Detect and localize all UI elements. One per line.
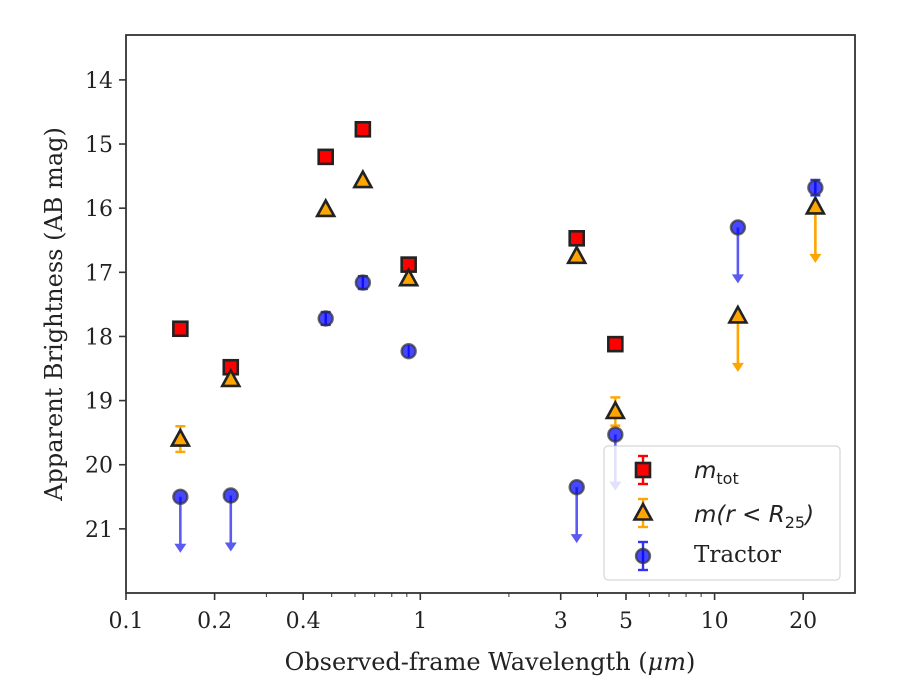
tractor-marker-4: [400, 343, 417, 360]
tractor-marker-7: [729, 219, 747, 236]
tractor-marker-0: [172, 488, 189, 505]
m_r25-marker-6: [604, 399, 627, 420]
m_r25-marker-0: [169, 427, 192, 447]
m_tot-point-3: [354, 120, 372, 138]
m_r25-point-7: [727, 304, 749, 372]
y-tick-label-3: 17: [85, 261, 113, 286]
x-tick-label-3: 1: [413, 609, 427, 634]
x-tick-label-0: 0.1: [109, 609, 144, 634]
x-tick-label-5: 5: [619, 609, 633, 634]
tractor-point-1: [222, 487, 239, 552]
tractor-upper-limit-arrow-0: [174, 496, 187, 553]
y-tick-label-1: 15: [85, 133, 113, 158]
tractor-upper-limit-arrow-5: [570, 487, 583, 544]
y-tick-label-7: 21: [85, 518, 113, 543]
plot-frame: [125, 34, 856, 594]
legend-handle-marker-m_r25: [632, 501, 654, 521]
y-tick-label-2: 16: [85, 197, 113, 222]
tractor-marker-1: [222, 487, 239, 504]
tractor-marker-8: [807, 179, 824, 196]
m_r25-point-1: [220, 367, 242, 388]
m_r25-point-5: [566, 244, 588, 265]
m_r25-marker-2: [314, 197, 337, 218]
axis-ticks: 0.1 0.2 0.4 1 3 5 10 20 14 15 16 17 18 19 20 21: [85, 69, 817, 634]
m_tot-point-6: [607, 335, 624, 353]
m_tot-marker-5: [568, 230, 586, 247]
legend: mtot m(r < R25) Tractor: [603, 445, 841, 581]
series-m_tot: [172, 120, 624, 376]
m_r25-marker-5: [566, 244, 588, 265]
m_r25-marker-8: [804, 195, 827, 215]
m_r25-point-6: [604, 396, 627, 427]
legend-box: [603, 445, 841, 581]
x-tick-label-1: 0.2: [197, 609, 232, 634]
tractor-marker-3: [354, 274, 372, 291]
y-tick-label-6: 20: [85, 454, 113, 479]
tractor-marker-5: [568, 478, 585, 496]
x-tick-label-6: 10: [701, 609, 729, 634]
tractor-upper-limit-arrow-7: [731, 227, 744, 284]
legend-handle-tractor: [634, 540, 652, 572]
m_tot-marker-6: [607, 335, 624, 353]
tractor-point-7: [729, 219, 747, 284]
tractor-point-4: [400, 343, 417, 360]
m_r25-upper-limit-arrow-8: [809, 206, 822, 263]
m_r25-point-2: [314, 197, 337, 218]
tractor-marker-6: [607, 426, 624, 443]
legend-label-m-r25: m(r < R25): [694, 502, 814, 532]
m_r25-marker-4: [397, 267, 420, 287]
x-axis-label-unit: μm: [648, 648, 686, 676]
m_tot-marker-0: [172, 320, 189, 338]
m_tot-point-2: [317, 148, 334, 166]
m_r25-point-3: [352, 168, 374, 189]
tractor-point-2: [317, 310, 334, 327]
legend-handle-marker-tractor: [634, 547, 652, 565]
m_tot-marker-2: [317, 148, 334, 166]
x-tick-label-4: 3: [554, 609, 568, 634]
m_tot-marker-3: [354, 120, 372, 138]
tractor-upper-limit-arrow-1: [224, 495, 237, 552]
legend-handles: [632, 454, 654, 572]
x-tick-label-7: 20: [789, 609, 817, 634]
tractor-point-8: [807, 178, 824, 197]
m_r25-marker-1: [220, 367, 242, 388]
legend-handle-marker-m_tot: [634, 461, 652, 479]
m_r25-point-4: [397, 267, 420, 287]
m_tot-point-5: [568, 230, 586, 247]
legend-label-tractor: Tractor: [694, 542, 781, 568]
data-marks: [169, 120, 827, 553]
tractor-marker-2: [317, 310, 334, 327]
m_r25-upper-limit-arrow-7: [731, 315, 744, 372]
x-axis-label: Observed-frame Wavelength (μm): [285, 648, 696, 676]
y-axis-label: Apparent Brightness (AB mag): [40, 127, 68, 502]
y-tick-label-0: 14: [85, 69, 113, 94]
m_r25-marker-7: [727, 304, 749, 324]
legend-handle-m_tot: [634, 454, 652, 486]
y-tick-label-4: 18: [85, 325, 113, 350]
x-tick-label-2: 0.4: [286, 609, 321, 634]
m_tot-point-0: [172, 320, 189, 338]
tractor-point-5: [568, 478, 585, 544]
m_r25-point-8: [804, 195, 827, 263]
m_r25-marker-3: [352, 168, 374, 189]
y-tick-label-5: 19: [85, 390, 113, 415]
legend-handle-m_r25: [632, 497, 654, 529]
tractor-point-3: [354, 274, 372, 291]
tractor-point-0: [172, 488, 189, 553]
m_r25-point-0: [169, 425, 192, 454]
series-m_r25: [169, 168, 827, 454]
legend-label-m-tot: mtot: [694, 458, 739, 488]
